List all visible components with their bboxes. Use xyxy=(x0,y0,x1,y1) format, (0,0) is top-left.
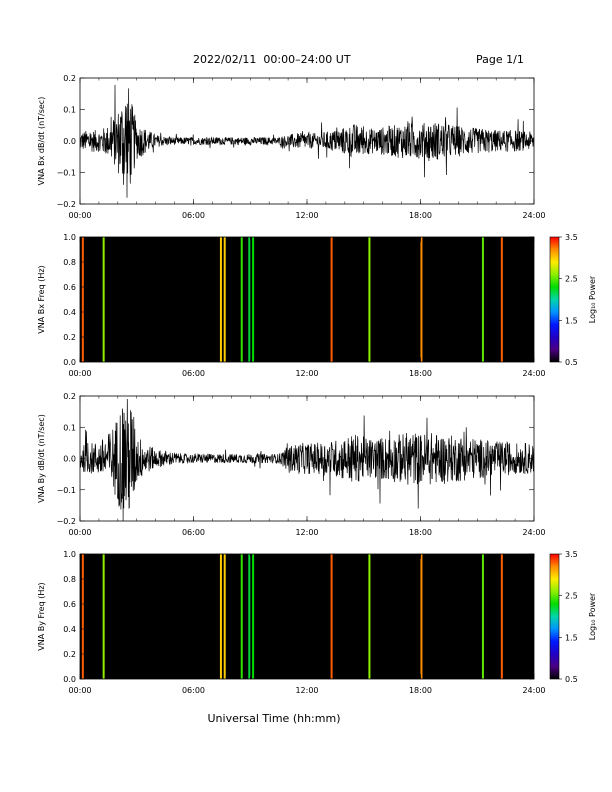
page-number: Page 1/1 xyxy=(476,53,524,66)
y-tick-label: 0.8 xyxy=(63,575,76,584)
x-tick-label: 24:00 xyxy=(522,211,545,220)
x-tick-label: 18:00 xyxy=(409,686,432,695)
y-tick-label: 0.2 xyxy=(63,74,76,83)
spectrogram-event-line xyxy=(420,237,423,362)
y-tick-label: 0.1 xyxy=(63,106,76,115)
x-tick-label: 00:00 xyxy=(68,686,91,695)
x-tick-label: 24:00 xyxy=(522,686,545,695)
y-axis-label: VNA Bx Freq (Hz) xyxy=(37,265,46,333)
y-tick-label: 0.2 xyxy=(63,333,76,342)
spectrogram-event-line xyxy=(248,554,251,679)
spectrogram-event-line xyxy=(219,237,222,362)
by-spectrogram-panel: 3.5 2.5 1.5 0.5 Log₁₀ Power 00:00 06:00 12:00 18… xyxy=(37,550,597,695)
spectrogram-event-line xyxy=(219,554,222,679)
x-tick-label: 00:00 xyxy=(68,369,91,378)
spectrogram-event-line xyxy=(252,237,255,362)
colorbar-tick-label: 3.5 xyxy=(565,550,578,559)
x-tick-label: 06:00 xyxy=(182,211,205,220)
spectrogram-event-line xyxy=(223,237,226,362)
spectrogram-event-line xyxy=(102,554,105,679)
x-tick-label: 18:00 xyxy=(409,211,432,220)
y-tick-label: 0.0 xyxy=(63,137,76,146)
x-tick-label: 12:00 xyxy=(295,369,318,378)
colorbar xyxy=(549,553,560,680)
y-tick-label: 1.0 xyxy=(63,550,76,559)
colorbar-tick-label: 2.5 xyxy=(565,275,578,284)
bx-spectrogram-panel: 3.5 2.5 1.5 0.5 Log₁₀ Power 00:00 06:00 12:00 18… xyxy=(37,233,597,378)
x-tick-label: 00:00 xyxy=(68,528,91,537)
spectrogram-event-line xyxy=(420,554,423,679)
x-tick-label: 24:00 xyxy=(522,369,545,378)
x-tick-label: 06:00 xyxy=(182,528,205,537)
spectrogram-event-line xyxy=(81,554,84,679)
y-tick-label: 0.6 xyxy=(63,283,76,292)
y-tick-label: −0.2 xyxy=(57,200,76,209)
x-tick-label: 12:00 xyxy=(295,211,318,220)
y-axis-label: VNA By dB/dt (nT/sec) xyxy=(37,414,46,503)
x-tick-label: 06:00 xyxy=(182,369,205,378)
x-tick-label: 24:00 xyxy=(522,528,545,537)
spectrogram-event-line xyxy=(252,554,255,679)
spectrogram-event-line xyxy=(240,237,243,362)
waveform-series xyxy=(80,398,534,521)
spectrogram-event-line xyxy=(368,237,371,362)
colorbar-tick-label: 0.5 xyxy=(565,675,578,684)
y-tick-label: 0.2 xyxy=(63,650,76,659)
x-tick-label: 12:00 xyxy=(295,686,318,695)
spectrogram-event-line xyxy=(368,554,371,679)
y-axis-label: VNA By Freq (Hz) xyxy=(37,582,46,650)
spectrogram-event-line xyxy=(500,237,503,362)
y-tick-label: 1.0 xyxy=(63,233,76,242)
y-tick-label: 0.2 xyxy=(63,392,76,401)
y-tick-label: 0.8 xyxy=(63,258,76,267)
colorbar xyxy=(549,236,560,363)
y-tick-label: 0.0 xyxy=(63,675,76,684)
x-tick-label: 00:00 xyxy=(68,211,91,220)
colorbar-label: Log₁₀ Power xyxy=(588,275,597,323)
spectrogram-event-line xyxy=(330,237,333,362)
y-tick-label: −0.2 xyxy=(57,517,76,526)
colorbar-tick-label: 0.5 xyxy=(565,358,578,367)
y-tick-label: 0.4 xyxy=(63,308,76,317)
y-tick-label: −0.1 xyxy=(57,486,76,495)
spectrogram-event-line xyxy=(330,554,333,679)
colorbar-label: Log₁₀ Power xyxy=(588,592,597,640)
y-tick-label: −0.1 xyxy=(57,169,76,178)
spectrogram-event-line xyxy=(481,237,484,362)
bx-waveform-panel: 00:00 06:00 12:00 18:00 24:00 0.2 0.1 0.0 −0.1 −0… xyxy=(37,74,546,220)
spectrogram-event-line xyxy=(223,554,226,679)
spectrogram-event-line xyxy=(240,554,243,679)
y-tick-label: 0.0 xyxy=(63,358,76,367)
x-tick-label: 18:00 xyxy=(409,369,432,378)
spectrogram-event-line xyxy=(81,237,84,362)
plot-title: 2022/02/11 00:00–24:00 UT xyxy=(193,53,351,66)
spectrogram-event-line xyxy=(102,237,105,362)
colorbar-tick-label: 1.5 xyxy=(565,316,578,325)
colorbar-tick-label: 2.5 xyxy=(565,592,578,601)
y-tick-label: 0.4 xyxy=(63,625,76,634)
y-axis-label: VNA Bx dB/dt (nT/sec) xyxy=(37,97,46,186)
by-waveform-panel: 00:00 06:00 12:00 18:00 24:00 0.2 0.1 0.0 −0.1 −0… xyxy=(37,392,546,537)
spectrogram-event-line xyxy=(248,237,251,362)
colorbar-tick-label: 1.5 xyxy=(565,633,578,642)
spectrogram-event-line xyxy=(500,554,503,679)
y-tick-label: 0.0 xyxy=(63,455,76,464)
y-tick-label: 0.1 xyxy=(63,423,76,432)
x-tick-label: 12:00 xyxy=(295,528,318,537)
spectrogram-event-line xyxy=(481,554,484,679)
spectrogram-background xyxy=(80,554,534,679)
waveform-series xyxy=(80,84,534,198)
x-tick-label: 18:00 xyxy=(409,528,432,537)
colorbar-tick-label: 3.5 xyxy=(565,233,578,242)
spectrogram-background xyxy=(80,237,534,362)
y-tick-label: 0.6 xyxy=(63,600,76,609)
x-tick-label: 06:00 xyxy=(182,686,205,695)
x-axis-label: Universal Time (hh:mm) xyxy=(208,712,341,725)
